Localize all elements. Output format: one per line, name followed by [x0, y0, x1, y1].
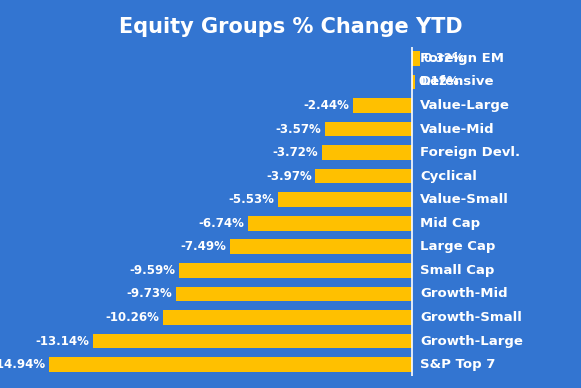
Text: Growth-Large: Growth-Large [420, 334, 523, 348]
Bar [412, 74, 415, 89]
Text: Value-Small: Value-Small [420, 193, 509, 206]
Text: Foreign Devl.: Foreign Devl. [420, 146, 521, 159]
Bar [179, 263, 412, 278]
Text: -10.26%: -10.26% [105, 311, 159, 324]
Text: -5.53%: -5.53% [228, 193, 274, 206]
Text: -2.44%: -2.44% [303, 99, 349, 112]
Text: Mid Cap: Mid Cap [420, 217, 480, 230]
Text: S&P Top 7: S&P Top 7 [420, 358, 496, 371]
Text: -6.74%: -6.74% [199, 217, 245, 230]
Text: Cyclical: Cyclical [420, 170, 477, 183]
Text: 0.12%: 0.12% [418, 75, 459, 88]
Text: -3.72%: -3.72% [272, 146, 318, 159]
Text: Value-Large: Value-Large [420, 99, 510, 112]
Bar [412, 51, 419, 66]
Text: -13.14%: -13.14% [35, 334, 89, 348]
Bar [353, 98, 412, 113]
Text: Value-Mid: Value-Mid [420, 123, 495, 135]
Text: -9.73%: -9.73% [127, 288, 172, 300]
Bar [176, 287, 412, 301]
Bar [49, 357, 412, 372]
Text: -3.97%: -3.97% [266, 170, 312, 183]
Text: Foreign EM: Foreign EM [420, 52, 504, 65]
Bar [278, 192, 412, 207]
Bar [321, 145, 412, 160]
Bar [325, 122, 412, 136]
Text: Defensive: Defensive [420, 75, 495, 88]
Text: Growth-Small: Growth-Small [420, 311, 522, 324]
Text: -3.57%: -3.57% [276, 123, 321, 135]
Text: -7.49%: -7.49% [181, 240, 227, 253]
Title: Equity Groups % Change YTD: Equity Groups % Change YTD [119, 17, 462, 37]
Bar [248, 216, 412, 230]
Text: Large Cap: Large Cap [420, 240, 496, 253]
Text: Small Cap: Small Cap [420, 264, 494, 277]
Bar [93, 334, 412, 348]
Bar [230, 239, 412, 254]
Text: 0.32%: 0.32% [423, 52, 464, 65]
Text: -14.94%: -14.94% [0, 358, 46, 371]
Text: -9.59%: -9.59% [130, 264, 175, 277]
Bar [315, 169, 412, 184]
Text: Growth-Mid: Growth-Mid [420, 288, 508, 300]
Bar [163, 310, 412, 325]
